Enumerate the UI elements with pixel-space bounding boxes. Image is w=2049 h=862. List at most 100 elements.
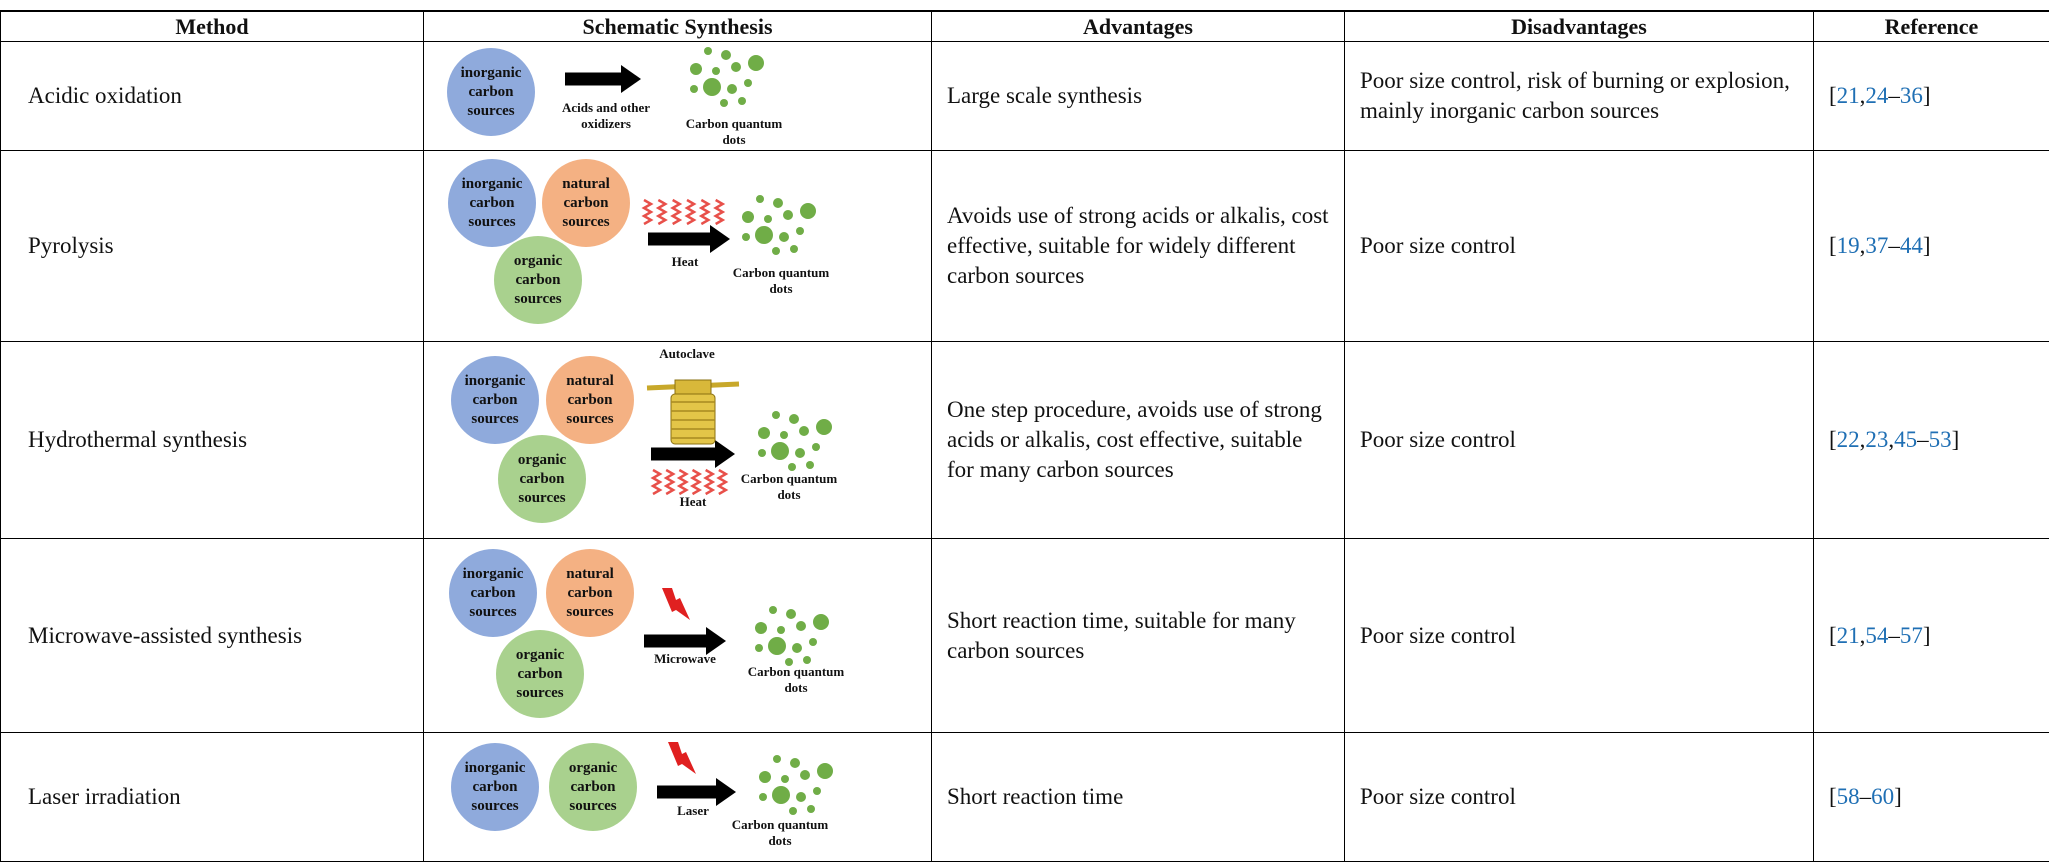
method-cell: Acidic oxidation <box>1 42 424 151</box>
advantages-cell: Large scale synthesis <box>932 42 1345 151</box>
reference-punct: – <box>1888 233 1900 258</box>
heat-wave <box>666 470 673 494</box>
carbon-source: natural carbon sources <box>546 356 634 444</box>
reference-link: 36 <box>1900 83 1923 108</box>
reference-cell: [21,54–57] <box>1814 539 2049 733</box>
quantum-dot <box>807 805 815 813</box>
advantages-cell: Avoids use of strong acids or alkalis, c… <box>932 151 1345 342</box>
carbon-source: natural carbon sources <box>546 549 634 637</box>
reference-punct: – <box>1888 83 1900 108</box>
quantum-dot <box>800 203 816 219</box>
disadvantages-cell: Poor size control, risk of burning or ex… <box>1345 42 1814 151</box>
quantum-dot <box>742 211 754 223</box>
carbon-source: inorganic carbon sources <box>448 159 536 247</box>
reference-cell: [58–60] <box>1814 733 2049 862</box>
method-cell: Hydrothermal synthesis <box>1 342 424 539</box>
carbon-source: organic carbon sources <box>498 435 586 523</box>
carbon-source: inorganic carbon sources <box>449 549 537 637</box>
quantum-dot <box>738 97 746 105</box>
lightning <box>668 742 696 774</box>
vessel-label: Autoclave <box>622 346 752 362</box>
reference-punct: [ <box>1829 784 1837 809</box>
heat-wave <box>679 470 686 494</box>
quantum-dot <box>813 614 829 630</box>
quantum-dot <box>786 609 796 619</box>
reference-punct: [ <box>1829 427 1837 452</box>
reference-link: 22 <box>1837 427 1860 452</box>
column-header: Advantages <box>932 11 1345 42</box>
arrow-label: Microwave <box>620 651 750 667</box>
reference-link: 58 <box>1837 784 1860 809</box>
heat-wave <box>653 470 660 494</box>
disadvantages-cell: Poor size control <box>1345 151 1814 342</box>
quantum-dot <box>704 47 712 55</box>
column-header: Disadvantages <box>1345 11 1814 42</box>
quantum-dot <box>720 99 728 107</box>
arrow-label: Acids and other oxidizers <box>541 100 671 132</box>
method-cell: Laser irradiation <box>1 733 424 862</box>
quantum-dot <box>690 85 698 93</box>
carbon-source: natural carbon sources <box>542 159 630 247</box>
advantages-cell: One step procedure, avoids use of strong… <box>932 342 1345 539</box>
quantum-dot <box>742 233 750 241</box>
quantum-dot <box>790 758 800 768</box>
quantum-dot <box>790 245 798 253</box>
quantum-dot <box>795 448 805 458</box>
quantum-dot <box>779 232 789 242</box>
reference-punct: [ <box>1829 83 1837 108</box>
quantum-dot <box>809 638 817 646</box>
quantum-dot <box>781 775 789 783</box>
reference-link: 19 <box>1837 233 1860 258</box>
carbon-source: inorganic carbon sources <box>451 743 539 831</box>
quantum-dot <box>744 79 752 87</box>
product-label: Carbon quantum dots <box>741 664 851 696</box>
carbon-source: organic carbon sources <box>549 743 637 831</box>
reference-link: 37 <box>1865 233 1888 258</box>
quantum-dot <box>768 637 786 655</box>
arrow-head <box>710 225 730 253</box>
reference-link: 21 <box>1837 83 1860 108</box>
quantum-dot <box>813 787 821 795</box>
quantum-dot <box>755 644 763 652</box>
quantum-dot <box>777 626 785 634</box>
quantum-dot <box>772 786 790 804</box>
advantages-cell: Short reaction time <box>932 733 1345 862</box>
heat-wave <box>716 200 723 224</box>
quantum-dot <box>788 463 796 471</box>
column-header: Schematic Synthesis <box>424 11 932 42</box>
quantum-dot <box>792 643 802 653</box>
quantum-dot <box>703 78 721 96</box>
quantum-dot <box>789 807 797 815</box>
arrow-head <box>621 65 641 93</box>
reference-punct: ] <box>1923 623 1931 648</box>
quantum-dot <box>812 443 820 451</box>
product-label: Carbon quantum dots <box>679 116 789 148</box>
quantum-dot <box>817 763 833 779</box>
quantum-dot <box>773 755 781 763</box>
quantum-dot <box>764 215 772 223</box>
quantum-dot <box>772 411 780 419</box>
reference-punct: – <box>1917 427 1929 452</box>
arrow-head <box>715 440 735 468</box>
quantum-dot <box>800 770 810 780</box>
reference-punct: – <box>1860 784 1872 809</box>
reference-cell: [22,23,45–53] <box>1814 342 2049 539</box>
disadvantages-cell: Poor size control <box>1345 733 1814 862</box>
disadvantages-cell: Poor size control <box>1345 342 1814 539</box>
autoclave-lid <box>675 380 711 394</box>
reference-punct: ] <box>1923 233 1931 258</box>
quantum-dot <box>755 622 767 634</box>
product-label: Carbon quantum dots <box>734 471 844 503</box>
method-cell: Microwave-assisted synthesis <box>1 539 424 733</box>
quantum-dot <box>772 247 780 255</box>
quantum-dot <box>759 793 767 801</box>
